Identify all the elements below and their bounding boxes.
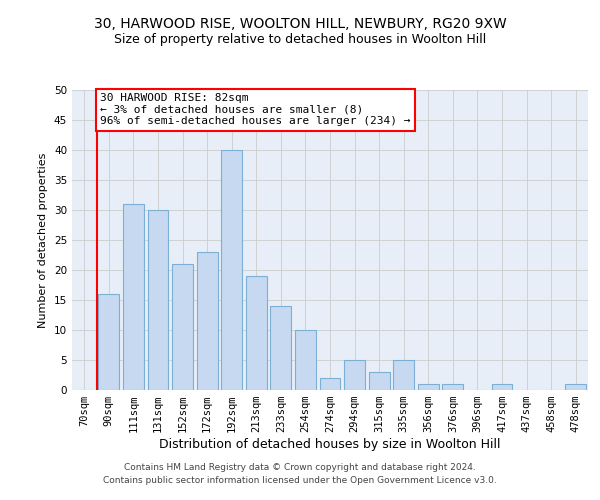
Text: 30, HARWOOD RISE, WOOLTON HILL, NEWBURY, RG20 9XW: 30, HARWOOD RISE, WOOLTON HILL, NEWBURY,… xyxy=(94,18,506,32)
Bar xyxy=(271,306,292,390)
Bar xyxy=(393,360,414,390)
Bar xyxy=(221,150,242,390)
Bar xyxy=(148,210,169,390)
Bar xyxy=(442,384,463,390)
Bar xyxy=(98,294,119,390)
Bar xyxy=(172,264,193,390)
Bar xyxy=(320,378,340,390)
Text: 30 HARWOOD RISE: 82sqm
← 3% of detached houses are smaller (8)
96% of semi-detac: 30 HARWOOD RISE: 82sqm ← 3% of detached … xyxy=(100,93,411,126)
Bar xyxy=(368,372,389,390)
Bar xyxy=(295,330,316,390)
Text: Size of property relative to detached houses in Woolton Hill: Size of property relative to detached ho… xyxy=(114,32,486,46)
Text: Contains public sector information licensed under the Open Government Licence v3: Contains public sector information licen… xyxy=(103,476,497,485)
Bar xyxy=(491,384,512,390)
Bar xyxy=(246,276,267,390)
Bar xyxy=(344,360,365,390)
Text: Contains HM Land Registry data © Crown copyright and database right 2024.: Contains HM Land Registry data © Crown c… xyxy=(124,464,476,472)
X-axis label: Distribution of detached houses by size in Woolton Hill: Distribution of detached houses by size … xyxy=(159,438,501,451)
Bar xyxy=(418,384,439,390)
Y-axis label: Number of detached properties: Number of detached properties xyxy=(38,152,49,328)
Bar xyxy=(565,384,586,390)
Bar xyxy=(123,204,144,390)
Bar xyxy=(197,252,218,390)
